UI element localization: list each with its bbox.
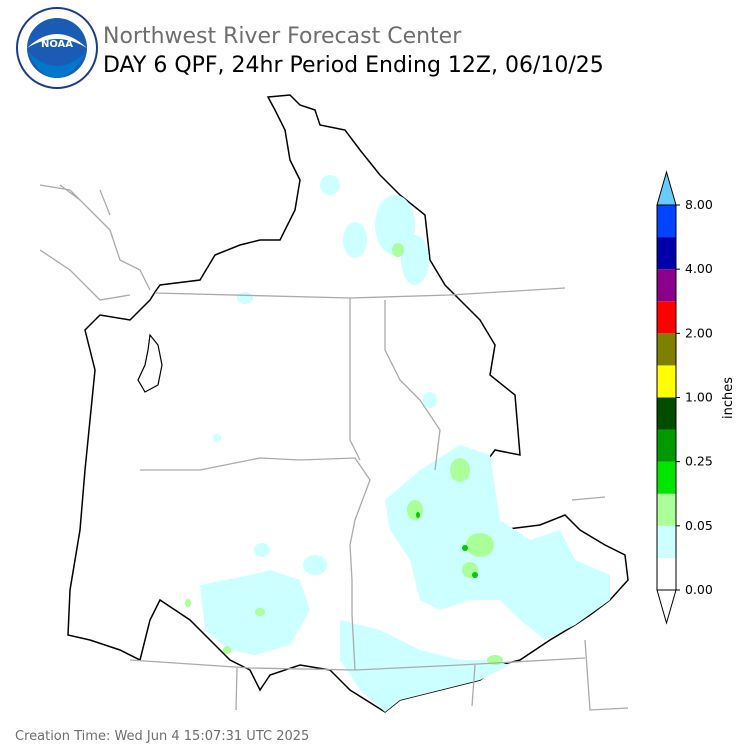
colorbar-tick-label: 0.05 [685, 518, 713, 533]
colorbar-title: inches [721, 377, 736, 419]
colorbar-over [656, 170, 677, 206]
subtitle: DAY 6 QPF, 24hr Period Ending 12Z, 06/10… [103, 53, 604, 78]
title: Northwest River Forecast Center [103, 24, 462, 49]
colorbar-tick-label: 8.00 [685, 197, 713, 212]
colorbar-segment [657, 429, 676, 462]
creation-time: Creation Time: Wed Jun 4 15:07:31 UTC 20… [15, 729, 309, 744]
logo-text: NOAA [41, 39, 73, 50]
colorbar-segment [657, 557, 676, 590]
colorbar-tick-label: 0.25 [685, 454, 713, 469]
colorbar-tick-label: 1.00 [685, 390, 713, 405]
boundaries [39, 184, 629, 711]
precip-areas [200, 175, 610, 712]
colorbar-segment [657, 525, 676, 558]
colorbar-segment [657, 397, 676, 430]
colorbar-segment [657, 333, 676, 366]
colorbar-segment [657, 493, 676, 526]
colorbar-segment [657, 237, 676, 270]
colorbar-segment [657, 365, 676, 398]
colorbar-segment [657, 301, 676, 334]
colorbar-segment [657, 205, 676, 238]
colorbar: 0.00 0.05 0.25 1.00 2.00 4.00 8.00 [656, 170, 713, 625]
map [39, 94, 629, 713]
colorbar-tick-label: 0.00 [685, 582, 713, 597]
colorbar-segment [657, 269, 676, 302]
colorbar-segment [657, 461, 676, 494]
puget-sound [137, 333, 163, 393]
colorbar-tick-label: 2.00 [685, 325, 713, 340]
noaa-logo: NOAA [16, 7, 98, 89]
colorbar-tick-label: 4.00 [685, 261, 713, 276]
precip-bright [416, 512, 478, 578]
colorbar-under [656, 589, 677, 625]
